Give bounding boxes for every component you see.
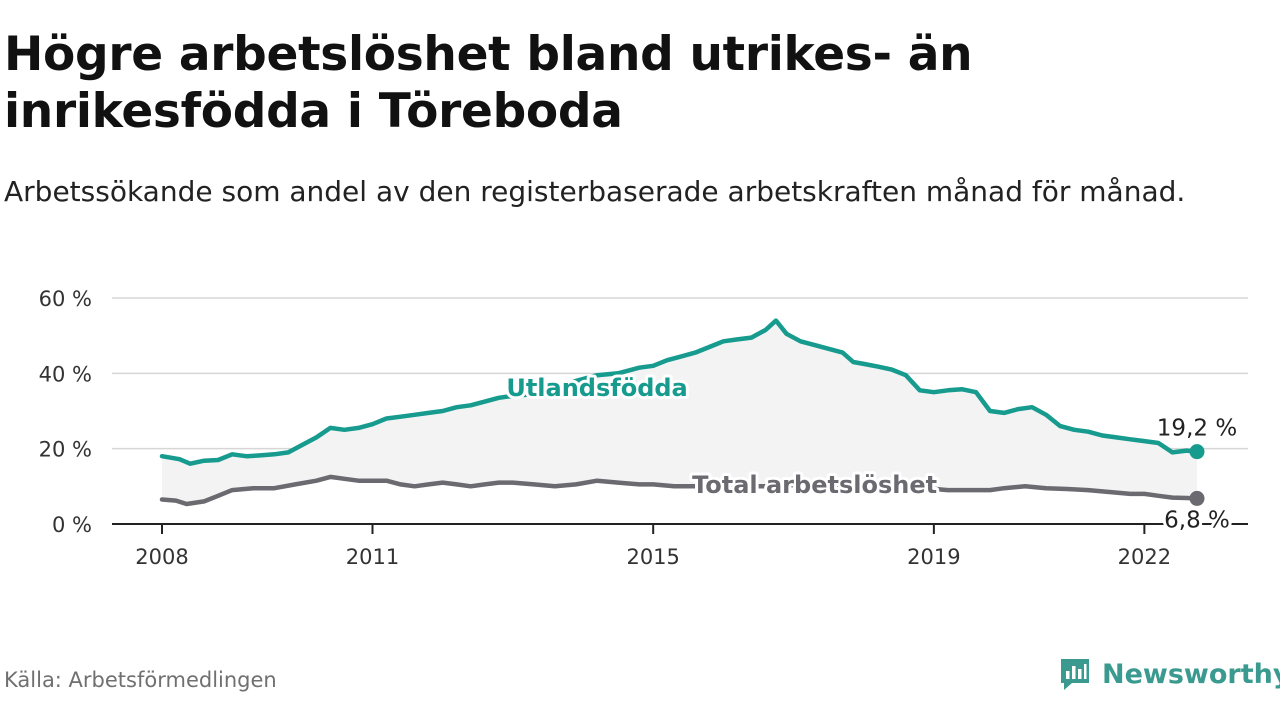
- x-tick-label: 2008: [135, 545, 188, 569]
- area-between-series: [162, 320, 1197, 504]
- source-note: Källa: Arbetsförmedlingen: [4, 668, 277, 692]
- utlandsfodda-end-label: 19,2 %: [1157, 416, 1237, 442]
- brand-name: Newsworthy: [1102, 658, 1280, 690]
- utlandsfodda-end-marker: [1189, 444, 1205, 460]
- total-series-label: Total arbetslöshet: [692, 471, 937, 499]
- y-tick-label: 40 %: [39, 362, 92, 386]
- y-tick-label: 60 %: [39, 287, 92, 311]
- series-lines: [159, 318, 1200, 507]
- x-tick-label: 2019: [907, 545, 960, 569]
- y-tick-label: 20 %: [39, 438, 92, 462]
- newsworthy-brand[interactable]: Newsworthy: [1058, 652, 1280, 696]
- utlandsfodda-series-label: Utlandsfödda: [506, 374, 687, 402]
- series-labels: 19,2 % 6,8 % Utlandsfödda Total arbetslöshe…: [503, 371, 1240, 536]
- y-tick-label: 0 %: [52, 513, 92, 537]
- area-band: [162, 320, 1197, 504]
- x-tick-label: 2015: [626, 545, 679, 569]
- line-chart: 0 % 20 % 40 % 60 % 2008 2011 2015 2019 2022 19,…: [39, 287, 1248, 569]
- chart-subtitle: Arbetssökande som andel av den registerb…: [4, 175, 1186, 208]
- total-end-marker: [1189, 490, 1205, 506]
- chart-title: Högre arbetslöshet bland utrikes- än inr…: [4, 27, 973, 139]
- x-tick-label: 2022: [1118, 545, 1171, 569]
- newsworthy-logo-icon: [1061, 659, 1089, 690]
- utlandsfodda-line: [159, 318, 1200, 466]
- total-end-label: 6,8 %: [1164, 507, 1230, 533]
- x-tick-label: 2011: [346, 545, 399, 569]
- x-axis: 2008 2011 2015 2019 2022: [112, 523, 1248, 569]
- total-arbetsloshet-line: [159, 474, 1200, 507]
